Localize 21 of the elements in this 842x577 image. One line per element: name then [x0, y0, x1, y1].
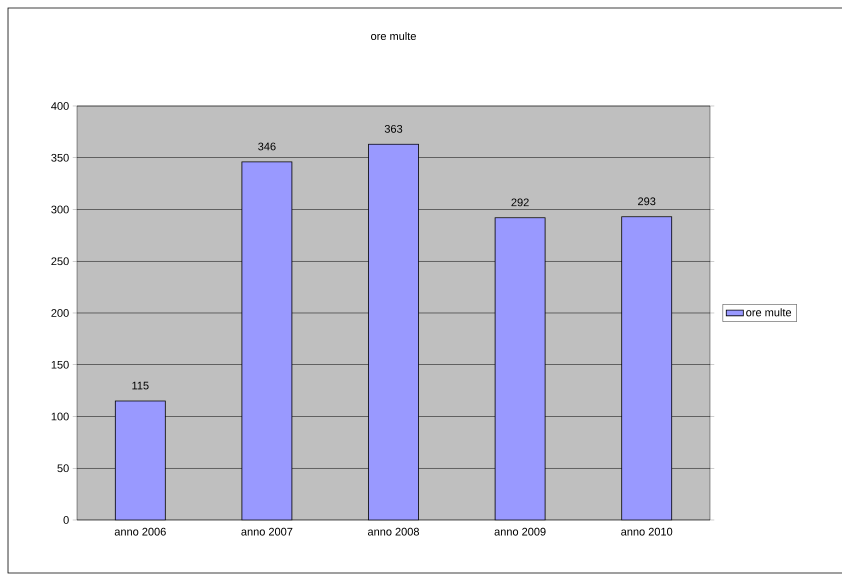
y-tick-label: 150	[52, 360, 69, 369]
y-tick-label: 400	[51, 102, 69, 110]
data-label: 115	[132, 382, 149, 390]
chart-title: ore multe	[371, 32, 416, 40]
y-tick-label: 350	[51, 154, 69, 162]
legend-label: ore multe	[746, 308, 792, 316]
x-tick-label: anno 2009	[494, 528, 546, 536]
y-tick-label: 50	[57, 464, 69, 472]
y-tick-label: 200	[51, 309, 69, 317]
y-tick-label: 300	[51, 206, 69, 214]
y-tick-label: 0	[64, 516, 69, 524]
data-label: 293	[638, 197, 656, 206]
x-tick-label: anno 2007	[241, 528, 292, 536]
data-label: 346	[258, 142, 276, 150]
x-tick-label: anno 2008	[368, 528, 419, 536]
y-tick-label: 100	[52, 412, 69, 420]
x-tick-label: anno 2010	[621, 528, 672, 536]
data-label: 292	[511, 198, 529, 206]
y-tick-label: 250	[51, 257, 69, 266]
x-tick-label: anno 2006	[114, 528, 166, 536]
data-label: 363	[384, 124, 402, 133]
